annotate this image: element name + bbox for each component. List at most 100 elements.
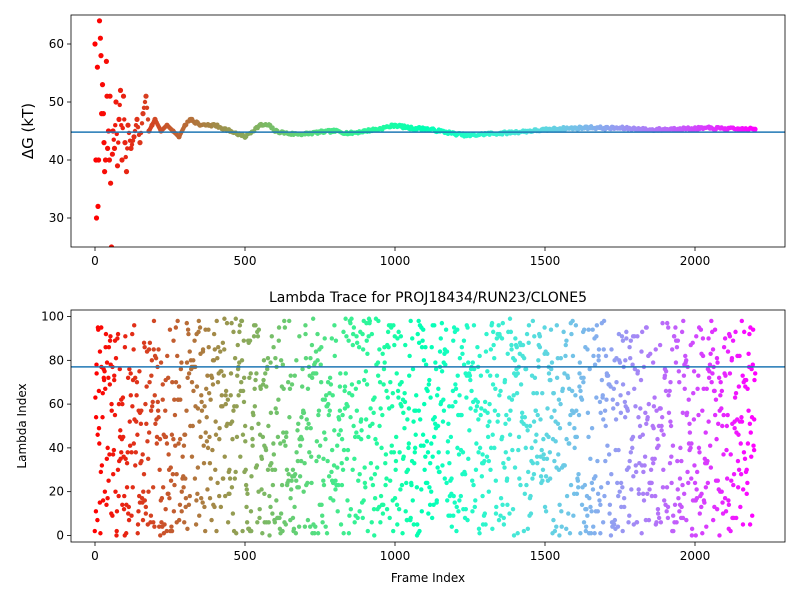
lambda-point xyxy=(675,338,681,343)
lambda-point xyxy=(600,393,605,398)
lambda-point xyxy=(337,384,343,389)
lambda-point xyxy=(595,491,601,497)
lambda-point xyxy=(742,456,748,462)
lambda-point xyxy=(214,528,219,534)
lambda-point xyxy=(538,474,544,479)
lambda-point xyxy=(373,436,378,442)
lambda-point xyxy=(567,421,572,427)
lambda-point xyxy=(126,517,132,523)
lambda-point xyxy=(594,334,599,339)
lambda-point xyxy=(562,463,567,468)
lambda-point xyxy=(671,334,677,339)
lambda-point xyxy=(240,528,245,534)
lambda-point xyxy=(186,331,191,337)
delta-g-point xyxy=(467,133,473,139)
lambda-point xyxy=(526,323,532,328)
lambda-point xyxy=(564,338,569,343)
lambda-point xyxy=(655,436,660,442)
lambda-point xyxy=(567,441,572,446)
lambda-point xyxy=(420,338,425,343)
lambda-point xyxy=(362,377,367,383)
lambda-point xyxy=(512,358,518,363)
lambda-point xyxy=(592,531,597,536)
lambda-point xyxy=(537,334,543,339)
lambda-point xyxy=(339,461,344,466)
lambda-point xyxy=(439,320,445,326)
lambda-point xyxy=(710,371,715,376)
lambda-point xyxy=(397,450,402,455)
lambda-point xyxy=(471,482,476,488)
lambda-point xyxy=(574,434,580,440)
lambda-point xyxy=(191,388,196,394)
lambda-point xyxy=(744,491,749,497)
lambda-point xyxy=(172,412,178,418)
lambda-point xyxy=(487,401,492,407)
lambda-point xyxy=(680,410,686,416)
lambda-point xyxy=(448,434,454,440)
lambda-point xyxy=(364,338,369,343)
lambda-point xyxy=(115,336,120,341)
lambda-point xyxy=(716,375,722,381)
lambda-point xyxy=(666,325,671,330)
lambda-point xyxy=(506,417,512,422)
delta-g-point xyxy=(102,157,109,163)
lambda-point xyxy=(262,491,267,497)
lambda-point xyxy=(272,467,278,472)
lambda-point xyxy=(150,399,155,405)
lambda-point xyxy=(631,474,636,479)
delta-g-point xyxy=(98,53,104,59)
delta-g-point xyxy=(130,138,136,143)
lambda-point xyxy=(124,461,130,466)
lambda-point xyxy=(336,482,341,488)
lambda-point xyxy=(429,345,434,350)
lambda-point xyxy=(672,502,678,507)
lambda-point xyxy=(513,336,518,341)
lambda-point xyxy=(196,318,202,324)
lambda-point xyxy=(265,467,271,472)
lambda-point xyxy=(699,491,704,497)
lambda-point xyxy=(410,366,416,372)
lambda-point xyxy=(434,393,440,398)
lambda-point xyxy=(678,445,683,451)
lambda-point xyxy=(332,428,337,433)
lambda-point xyxy=(303,323,308,328)
lambda-point xyxy=(436,386,441,391)
delta-g-point xyxy=(111,137,116,142)
lambda-point xyxy=(147,380,152,385)
lambda-point xyxy=(143,511,149,516)
lambda-point xyxy=(747,522,753,527)
lambda-point xyxy=(136,509,141,514)
x-tick-label: 1500 xyxy=(530,254,561,268)
lambda-point xyxy=(261,377,266,383)
lambda-point xyxy=(297,334,302,339)
lambda-point xyxy=(206,345,211,350)
lambda-point xyxy=(596,358,601,363)
lambda-point xyxy=(501,515,506,521)
lambda-point xyxy=(704,524,709,529)
lambda-point xyxy=(651,404,657,409)
lambda-point xyxy=(595,458,600,464)
lambda-point xyxy=(354,408,360,413)
lambda-point xyxy=(391,323,396,328)
lambda-point xyxy=(552,458,557,464)
lambda-point xyxy=(124,531,129,536)
lambda-point xyxy=(99,463,105,468)
lambda-point xyxy=(113,355,119,361)
lambda-point xyxy=(594,323,600,328)
lambda-point xyxy=(274,410,279,416)
lambda-point xyxy=(719,489,724,494)
lambda-point xyxy=(428,489,434,494)
delta-g-point xyxy=(662,126,668,132)
lambda-point xyxy=(498,388,503,394)
lambda-point xyxy=(321,478,326,483)
lambda-point xyxy=(716,421,721,427)
lambda-point xyxy=(398,334,404,339)
lambda-point xyxy=(357,471,362,477)
lambda-point xyxy=(349,382,355,387)
lambda-point xyxy=(552,408,557,413)
lambda-point xyxy=(210,447,215,453)
lambda-point xyxy=(306,421,311,427)
lambda-point xyxy=(501,522,507,527)
lambda-point xyxy=(542,325,547,330)
lambda-point xyxy=(487,419,492,424)
